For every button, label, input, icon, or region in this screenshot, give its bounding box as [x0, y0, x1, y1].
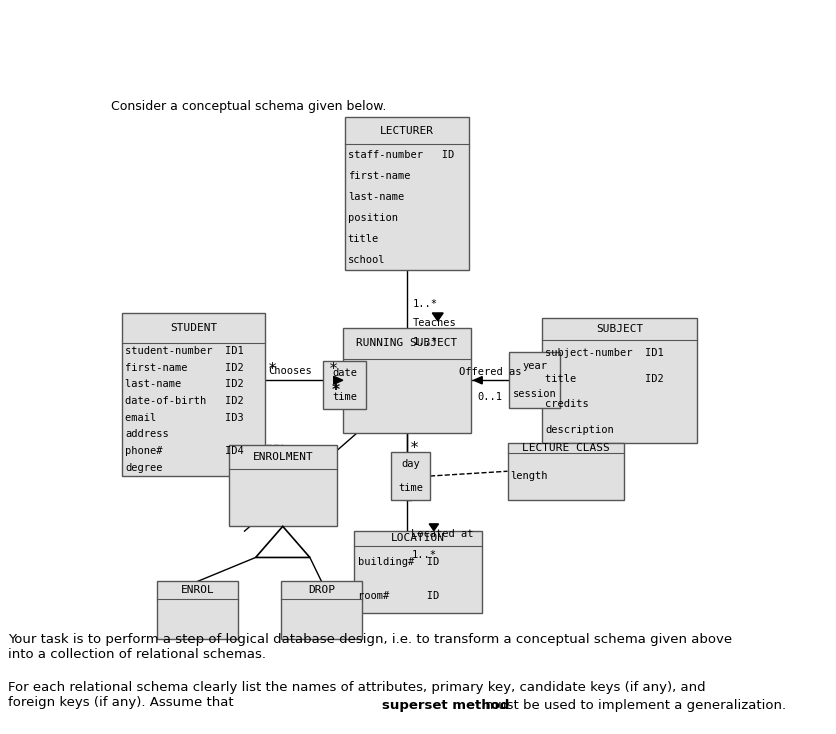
Text: school: school [348, 255, 385, 265]
Bar [122, 313, 265, 476]
Text: first-name: first-name [348, 171, 410, 181]
Text: email           ID3: email ID3 [125, 413, 244, 423]
Bar [281, 581, 362, 639]
Text: RUNNING SUBJECT: RUNNING SUBJECT [356, 338, 457, 349]
Text: SUBJECT: SUBJECT [596, 324, 644, 334]
Bar [228, 445, 337, 526]
Text: subject-number  ID1: subject-number ID1 [545, 348, 665, 358]
Bar [344, 117, 469, 270]
Bar [391, 452, 430, 500]
Text: date: date [332, 368, 357, 378]
Text: LOCATION: LOCATION [391, 534, 446, 543]
Bar [157, 581, 238, 639]
Text: For each relational schema clearly list the names of attributes, primary key, ca: For each relational schema clearly list … [8, 681, 706, 709]
Text: Located at: Located at [411, 528, 474, 539]
Text: year: year [522, 361, 547, 371]
Text: LECTURER: LECTURER [380, 126, 434, 136]
Text: position: position [348, 213, 398, 222]
Text: last-name: last-name [348, 192, 404, 202]
Text: Your task is to perform a step of logical database design, i.e. to transform a c: Your task is to perform a step of logica… [8, 633, 732, 661]
Text: LECTURE CLASS: LECTURE CLASS [522, 443, 609, 453]
Bar [507, 443, 624, 500]
Text: phone#          ID4: phone# ID4 [125, 446, 244, 456]
Text: *: * [331, 383, 340, 398]
Text: *: * [332, 383, 341, 398]
Text: Consider a conceptual schema given below.: Consider a conceptual schema given below… [110, 100, 386, 112]
Text: date-of-birth   ID2: date-of-birth ID2 [125, 396, 244, 406]
Text: *: * [410, 440, 419, 456]
Text: must be used to implement a generalization.: must be used to implement a generalizati… [481, 699, 786, 712]
Text: room#      ID: room# ID [358, 591, 439, 601]
Text: Teaches: Teaches [413, 318, 456, 328]
Bar [343, 327, 471, 433]
Text: Chooses: Chooses [268, 366, 313, 377]
Polygon shape [432, 313, 443, 321]
Text: address: address [125, 429, 169, 440]
Bar [324, 361, 366, 409]
Text: time: time [332, 392, 357, 402]
Text: student-number  ID1: student-number ID1 [125, 346, 244, 356]
Text: Offered as: Offered as [459, 368, 522, 377]
Bar [509, 352, 560, 408]
Text: 1..*: 1..* [413, 299, 438, 308]
Polygon shape [429, 524, 439, 531]
Text: building#  ID: building# ID [358, 557, 439, 567]
Text: length: length [511, 471, 548, 482]
Text: last-name       ID2: last-name ID2 [125, 379, 244, 389]
Text: DROP: DROP [308, 585, 335, 595]
Text: title: title [348, 233, 379, 244]
Text: session: session [512, 389, 557, 399]
Text: title           ID2: title ID2 [545, 374, 665, 384]
Text: *: * [268, 363, 277, 377]
Text: 1..*: 1..* [413, 337, 438, 347]
Text: first-name      ID2: first-name ID2 [125, 363, 244, 373]
Text: description: description [545, 425, 614, 435]
Text: 1..*: 1..* [411, 550, 436, 559]
Text: degree: degree [125, 462, 162, 473]
Bar [543, 318, 697, 443]
Text: STUDENT: STUDENT [170, 323, 217, 333]
Text: credits: credits [545, 399, 589, 410]
Text: ENROLMENT: ENROLMENT [252, 452, 314, 462]
Text: ENROL: ENROL [181, 585, 214, 595]
Text: day: day [401, 459, 420, 469]
Polygon shape [474, 377, 482, 384]
Bar [354, 531, 482, 613]
Text: 0..1: 0..1 [477, 392, 502, 401]
Text: staff-number   ID: staff-number ID [348, 150, 454, 160]
Text: *: * [329, 363, 338, 377]
Polygon shape [334, 377, 343, 384]
Text: superset method: superset method [382, 699, 509, 712]
Text: time: time [398, 483, 423, 493]
